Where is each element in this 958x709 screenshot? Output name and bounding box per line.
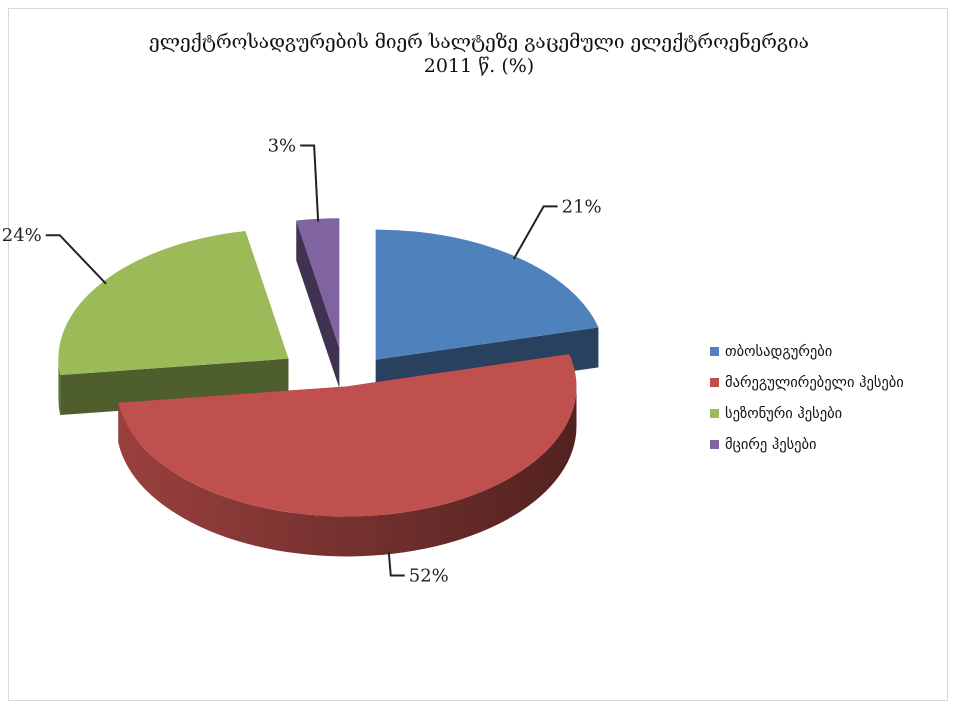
data-label-1: 52%: [409, 565, 449, 586]
pie-slice-2: [58, 231, 288, 415]
legend-label-0: თბოსადგურები: [725, 344, 832, 360]
legend-item-2: სეზონური ჰესები: [710, 398, 904, 429]
pie-slice-top-2: [58, 231, 288, 375]
legend-swatch-1: [710, 378, 719, 387]
leader-line-0: [514, 206, 558, 259]
data-label-2: 24%: [2, 225, 42, 246]
data-label-3: 3%: [268, 136, 297, 157]
data-label-0: 21%: [562, 196, 602, 217]
leader-line-3: [300, 146, 318, 222]
legend: თბოსადგურები მარეგულირებელი ჰესები სეზონ…: [710, 336, 904, 460]
legend-item-0: თბოსადგურები: [710, 336, 904, 367]
legend-item-1: მარეგულირებელი ჰესები: [710, 367, 904, 398]
leader-line-1: [389, 552, 405, 576]
legend-swatch-3: [710, 440, 719, 449]
leader-line-2: [46, 235, 106, 284]
legend-label-1: მარეგულირებელი ჰესები: [725, 375, 904, 391]
legend-item-3: მცირე ჰესები: [710, 429, 904, 460]
pie-slice-top-3: [296, 218, 339, 348]
legend-swatch-0: [710, 347, 719, 356]
legend-label-2: სეზონური ჰესები: [725, 406, 842, 422]
pie-slice-3: [296, 218, 339, 388]
legend-label-3: მცირე ჰესები: [725, 437, 817, 453]
legend-swatch-2: [710, 409, 719, 418]
